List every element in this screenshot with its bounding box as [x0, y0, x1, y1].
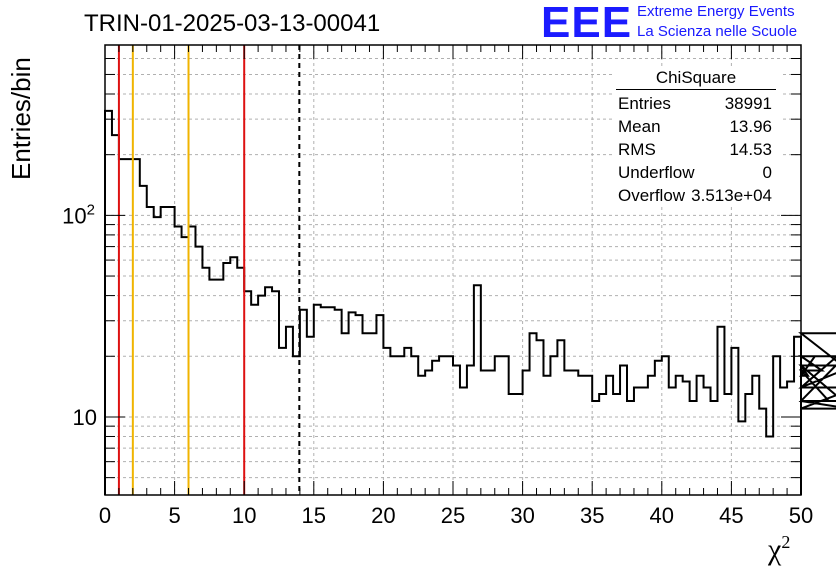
- chart-title: TRIN-01-2025-03-13-00041: [84, 10, 381, 37]
- logo-line-1: Extreme Energy Events: [637, 3, 795, 20]
- stats-value: 3.513e+04: [691, 186, 772, 205]
- stats-row-rms: RMS 14.53: [612, 138, 780, 161]
- x-axis-label: χ2: [768, 532, 791, 566]
- stats-value: 0: [762, 163, 772, 182]
- x-tick-label: 10: [232, 503, 256, 528]
- stats-title: ChiSquare: [616, 68, 776, 90]
- stats-box: ChiSquare Entries 38991 Mean 13.96 RMS 1…: [612, 68, 780, 207]
- y-tick-label: 10: [73, 405, 97, 430]
- stats-row-underflow: Underflow 0: [612, 161, 780, 184]
- x-tick-label: 40: [650, 503, 674, 528]
- logo-line-2: La Scienza nelle Scuole: [637, 23, 798, 40]
- x-tick-label: 30: [510, 503, 534, 528]
- stats-label: Mean: [618, 117, 661, 136]
- x-tick-label: 15: [302, 503, 326, 528]
- x-tick-label: 0: [99, 503, 111, 528]
- y-tick-label: 102: [62, 201, 95, 228]
- stats-label: Underflow: [618, 163, 695, 182]
- stats-row-entries: Entries 38991: [612, 92, 780, 115]
- stats-row-overflow: Overflow 3.513e+04: [612, 184, 780, 207]
- histogram-series: [104, 109, 836, 495]
- stats-row-mean: Mean 13.96: [612, 115, 780, 138]
- x-tick-label: 5: [168, 503, 180, 528]
- stats-value: 14.53: [729, 140, 772, 159]
- x-tick-label: 35: [580, 503, 604, 528]
- stats-value: 13.96: [729, 117, 772, 136]
- stats-label: Overflow: [618, 186, 686, 205]
- x-tick-label: 25: [441, 503, 465, 528]
- stats-value: 38991: [724, 94, 772, 113]
- x-tick-label: 50: [789, 503, 813, 528]
- eee-logo: EEE: [541, 0, 633, 47]
- stats-label: RMS: [618, 140, 656, 159]
- y-axis-label: Entries/bin: [6, 57, 36, 180]
- x-tick-label: 45: [719, 503, 743, 528]
- x-tick-label: 20: [371, 503, 395, 528]
- stats-label: Entries: [618, 94, 671, 113]
